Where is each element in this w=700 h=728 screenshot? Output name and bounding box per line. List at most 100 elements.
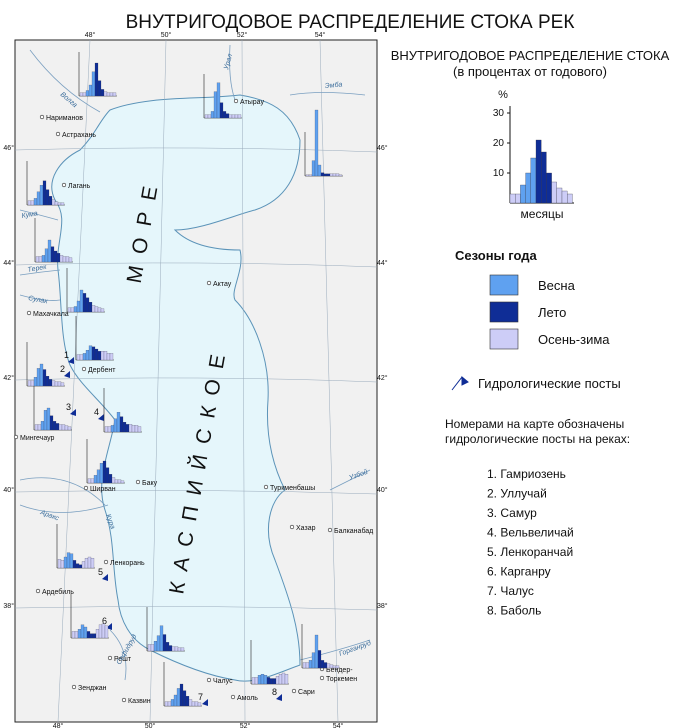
station-bar	[86, 631, 91, 639]
city-dot	[107, 655, 113, 661]
post-marker	[102, 574, 108, 581]
station-bar	[234, 114, 239, 119]
city-dot	[39, 114, 45, 120]
city-dot	[230, 694, 236, 700]
caspian-sea	[51, 94, 301, 682]
station-bar	[27, 380, 32, 387]
station-bar	[128, 424, 133, 433]
city-dot	[26, 310, 32, 316]
graticule	[14, 39, 378, 723]
season-swatch	[489, 274, 519, 296]
station-bar	[57, 559, 62, 569]
station-bar	[27, 200, 32, 206]
city-dot	[291, 688, 297, 694]
station-bar	[320, 660, 325, 669]
city-dot	[83, 485, 89, 491]
station-bar	[114, 479, 119, 484]
station-bar	[305, 174, 310, 177]
station-bar	[61, 424, 66, 431]
station-bar	[94, 306, 99, 313]
lon-label: 54°	[315, 31, 326, 39]
station-bar	[74, 631, 79, 639]
city-label: Казвин	[128, 698, 151, 705]
bar	[520, 184, 526, 204]
station-bar	[62, 256, 67, 263]
lat-label: 46°	[3, 144, 14, 152]
station-bar	[101, 623, 106, 639]
station-bar	[171, 646, 176, 652]
station-bar	[95, 629, 100, 639]
station-bar	[47, 239, 52, 263]
station-bar	[269, 678, 274, 685]
station-bar	[57, 381, 62, 387]
station-bar	[100, 351, 105, 361]
station-bar	[45, 376, 50, 387]
station-bar	[103, 351, 108, 361]
station-bar	[156, 635, 161, 652]
lon-label: 48°	[53, 722, 64, 728]
station-bar	[176, 688, 181, 707]
station-bar	[216, 82, 221, 119]
station-bar	[323, 662, 328, 669]
city-dot	[121, 697, 127, 703]
station-bar	[107, 426, 112, 433]
station-bar	[104, 426, 109, 433]
station-bar	[76, 300, 81, 313]
city-label: Балканабад	[334, 527, 373, 535]
station-bar	[67, 307, 72, 313]
station-bar	[305, 662, 310, 669]
station-bar	[108, 474, 113, 484]
station-bar	[213, 91, 218, 119]
city-dot	[327, 527, 333, 533]
station-bar	[131, 425, 136, 433]
post-marker	[64, 371, 70, 378]
station-bar	[71, 631, 76, 639]
station-bar	[58, 424, 63, 431]
station-bar	[105, 467, 110, 484]
city-label: Ширван	[90, 486, 116, 493]
river-item: 6. Карганру	[487, 565, 551, 579]
station-bar	[81, 561, 86, 569]
title: ВНУТРИГОДОВОЕ РАСПРЕДЕЛЕНИЕ СТОКА РЕК	[126, 12, 575, 33]
station-bar	[90, 478, 95, 484]
post-marker	[68, 357, 74, 364]
station-bar	[278, 673, 283, 685]
lon-label: 50°	[145, 722, 156, 728]
station-bar	[82, 293, 87, 313]
city-label: Ардебиль	[42, 588, 74, 596]
station-bar	[90, 557, 95, 569]
city-label: Астрахань	[62, 132, 96, 139]
station-bar	[66, 552, 71, 569]
station-bar	[254, 677, 259, 685]
river-label: Эмба	[324, 80, 342, 90]
station-bar	[39, 363, 44, 387]
city-label: Дербент	[88, 366, 116, 374]
station-bar	[54, 381, 59, 387]
station-bar	[222, 111, 227, 119]
station-bar	[112, 92, 117, 97]
city-dot	[103, 559, 109, 565]
station-bar	[194, 701, 199, 707]
station-bar	[73, 306, 78, 313]
river-item: 2. Уллучай	[487, 487, 547, 501]
station-bar	[185, 695, 190, 707]
city-label: Туркменбашы	[270, 484, 315, 492]
station-bar	[45, 189, 50, 206]
station-bar	[91, 346, 96, 361]
station-bar	[57, 202, 62, 206]
station-bar	[109, 92, 114, 97]
station-bar	[257, 675, 262, 685]
station-bar	[50, 246, 55, 263]
station-bar	[48, 196, 53, 206]
station-bar	[41, 255, 46, 263]
city-dot	[289, 524, 295, 530]
y-tick-label: 30	[493, 108, 505, 119]
station-bar	[85, 297, 90, 313]
bar	[509, 193, 516, 204]
river-item: 5. Ленкоранчай	[487, 545, 573, 559]
station-bar	[168, 645, 173, 652]
station-bar	[93, 475, 98, 484]
station-bar	[42, 180, 47, 206]
city-label: Нариманов	[46, 115, 83, 122]
station-bar	[82, 353, 87, 361]
